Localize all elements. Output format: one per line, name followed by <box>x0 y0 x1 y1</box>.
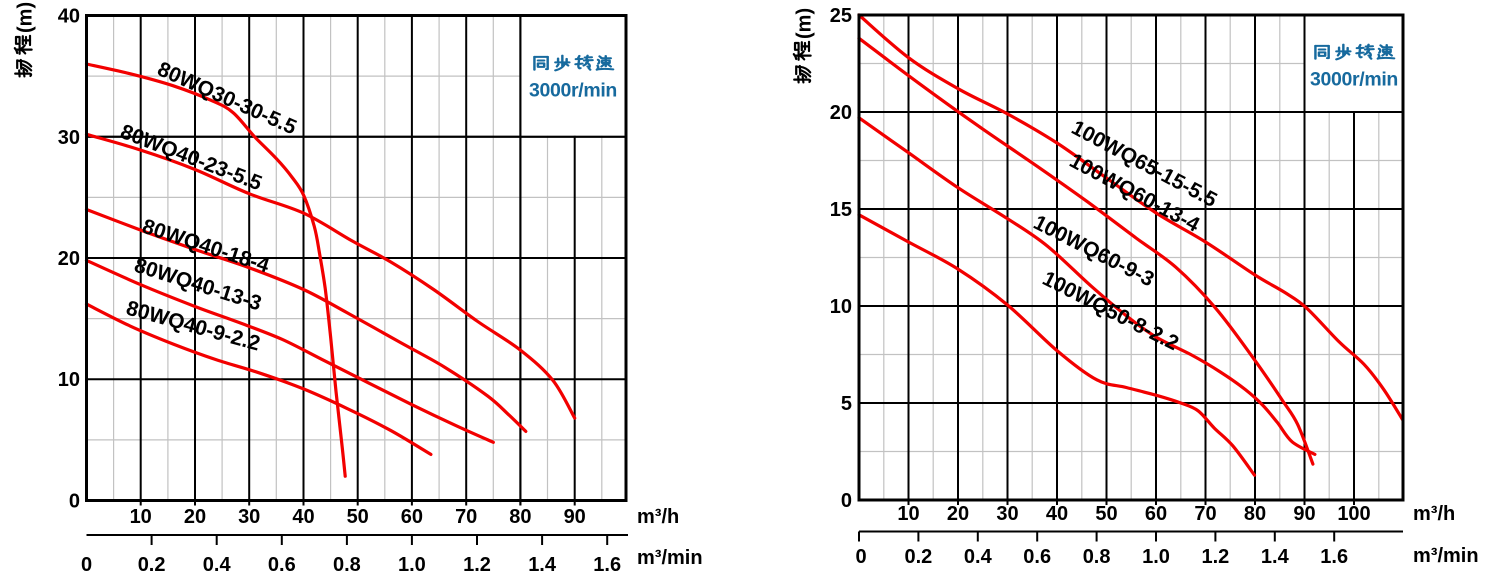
svg-text:20: 20 <box>58 248 80 270</box>
svg-text:m³/min: m³/min <box>1413 545 1479 567</box>
svg-text:0.4: 0.4 <box>964 546 993 568</box>
svg-text:90: 90 <box>564 506 586 528</box>
svg-text:1.6: 1.6 <box>593 554 621 576</box>
svg-text:m³/h: m³/h <box>1413 503 1455 525</box>
svg-text:90: 90 <box>1293 503 1315 525</box>
svg-text:3000r/min: 3000r/min <box>529 80 617 102</box>
svg-text:10: 10 <box>897 503 919 525</box>
svg-text:3000r/min: 3000r/min <box>1310 69 1398 91</box>
svg-text:20: 20 <box>184 506 206 528</box>
svg-text:1.2: 1.2 <box>463 554 491 576</box>
svg-text:m³/min: m³/min <box>637 547 703 569</box>
svg-text:30: 30 <box>996 503 1018 525</box>
svg-text:10: 10 <box>130 506 152 528</box>
svg-text:m³/h: m³/h <box>637 506 679 528</box>
svg-text:1.0: 1.0 <box>1142 546 1170 568</box>
svg-text:(m): (m) <box>794 8 816 39</box>
svg-text:50: 50 <box>1095 503 1117 525</box>
svg-text:10: 10 <box>58 369 80 391</box>
svg-text:30: 30 <box>238 506 260 528</box>
svg-text:1.2: 1.2 <box>1201 546 1229 568</box>
svg-text:1.4: 1.4 <box>528 554 557 576</box>
svg-text:25: 25 <box>830 5 852 27</box>
svg-text:70: 70 <box>1194 503 1216 525</box>
svg-text:15: 15 <box>830 199 852 221</box>
svg-text:40: 40 <box>58 6 80 28</box>
svg-text:0.8: 0.8 <box>1083 546 1111 568</box>
svg-text:0.6: 0.6 <box>1023 546 1051 568</box>
svg-text:1.0: 1.0 <box>398 554 426 576</box>
svg-text:70: 70 <box>455 506 477 528</box>
svg-text:60: 60 <box>1145 503 1167 525</box>
svg-text:60: 60 <box>401 506 423 528</box>
svg-text:50: 50 <box>347 506 369 528</box>
svg-text:(m): (m) <box>15 2 37 33</box>
svg-text:1.4: 1.4 <box>1261 546 1290 568</box>
svg-text:0: 0 <box>69 491 80 513</box>
svg-text:20: 20 <box>947 503 969 525</box>
svg-text:0.6: 0.6 <box>268 554 296 576</box>
svg-text:30: 30 <box>58 127 80 149</box>
svg-text:0.2: 0.2 <box>138 554 166 576</box>
svg-text:10: 10 <box>830 296 852 318</box>
svg-text:1.6: 1.6 <box>1320 546 1348 568</box>
svg-text:40: 40 <box>292 506 314 528</box>
svg-text:5: 5 <box>841 393 852 415</box>
svg-text:0: 0 <box>81 554 92 576</box>
svg-text:0.8: 0.8 <box>333 554 361 576</box>
svg-text:80: 80 <box>1244 503 1266 525</box>
svg-text:0.2: 0.2 <box>904 546 932 568</box>
svg-text:20: 20 <box>830 102 852 124</box>
svg-text:80: 80 <box>509 506 531 528</box>
svg-text:40: 40 <box>1046 503 1068 525</box>
svg-text:0: 0 <box>841 490 852 512</box>
svg-text:0.4: 0.4 <box>203 554 232 576</box>
svg-text:100: 100 <box>1337 503 1370 525</box>
svg-text:0: 0 <box>855 546 866 568</box>
